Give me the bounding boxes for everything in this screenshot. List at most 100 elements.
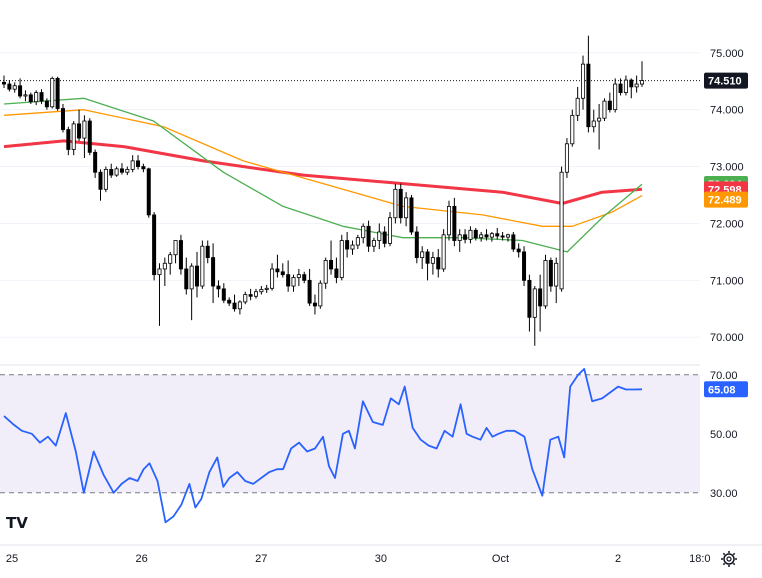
candle [189, 263, 194, 321]
rsi-badge-bg [704, 381, 748, 398]
candle [575, 86, 580, 122]
candle [12, 82, 17, 93]
candle-body [329, 260, 334, 270]
candle [398, 183, 403, 224]
candle-body [441, 234, 446, 270]
candle-body [613, 83, 618, 111]
candle-body [71, 123, 76, 150]
candle [522, 246, 527, 287]
candle-body [270, 268, 275, 289]
candle-body [232, 302, 237, 310]
candle-body [136, 160, 141, 167]
candle-body [548, 260, 553, 287]
candle [109, 163, 114, 178]
moving-average-line [3, 109, 643, 227]
candle [162, 257, 167, 287]
candle-body [484, 234, 489, 238]
candle [2, 75, 7, 89]
rsi-badge-text: 65.08 [708, 384, 736, 396]
candle [77, 109, 82, 141]
price-tick-label: 74.000 [710, 105, 744, 117]
candle [436, 249, 441, 278]
candle [216, 280, 221, 298]
candle [302, 271, 307, 284]
candle-body [200, 245, 205, 287]
candle-body [50, 77, 55, 108]
candle [286, 260, 291, 292]
candle-body [505, 234, 510, 238]
candle [146, 167, 151, 218]
candle-body [393, 188, 398, 219]
candle [55, 76, 60, 111]
candle [377, 223, 382, 250]
candle-body [623, 79, 628, 93]
candle [98, 169, 103, 201]
candle-body [468, 229, 473, 240]
candle [125, 166, 130, 176]
candle [178, 234, 183, 275]
candle-body [398, 188, 403, 219]
last-price-badge: 74.510 [704, 72, 748, 89]
candle [23, 90, 28, 102]
rsi-tick-label: 50.00 [710, 429, 738, 441]
gear-icon[interactable] [719, 549, 739, 569]
candle-body [87, 120, 92, 153]
candle-body [146, 168, 151, 216]
candle-body [355, 237, 360, 246]
ma-orange-badge-bg [704, 191, 748, 208]
x-tick-label: 30 [375, 553, 387, 565]
candle [382, 226, 387, 248]
candle [141, 163, 146, 173]
candle [511, 231, 516, 252]
candle [586, 35, 591, 133]
candle [640, 61, 645, 87]
candle [623, 75, 628, 96]
candle [323, 257, 328, 289]
x-tick-label: 27 [255, 553, 267, 565]
candle [243, 291, 248, 305]
candle [275, 254, 280, 278]
candle-body [414, 231, 419, 258]
candle-body [39, 92, 44, 102]
candle-body [366, 225, 371, 247]
candle [548, 257, 553, 292]
moving-averages [3, 97, 643, 253]
candle-body [12, 85, 17, 90]
candle [371, 237, 376, 252]
price-tick-label: 70.000 [710, 332, 744, 344]
candle [39, 89, 44, 104]
candle [634, 75, 639, 93]
candle-body [82, 120, 87, 139]
candle [7, 80, 12, 92]
candle-body [382, 231, 387, 244]
candle-body [425, 251, 430, 264]
candle [581, 55, 586, 110]
candle-body [162, 262, 167, 270]
candle [629, 78, 634, 99]
candle-body [543, 260, 548, 307]
candle-body [195, 265, 200, 287]
candle-body [420, 251, 425, 258]
candle-body [34, 92, 39, 103]
last-price-badge-text: 74.510 [708, 76, 742, 88]
candle-body [538, 288, 543, 307]
candle-body [216, 285, 221, 290]
candle-body [527, 279, 532, 318]
candle-body [119, 168, 124, 173]
rsi-badge: 65.08 [704, 381, 748, 398]
candle-body [178, 240, 183, 270]
candle-body [173, 240, 178, 256]
candle [270, 263, 275, 291]
candles [2, 35, 645, 346]
candle [457, 229, 462, 252]
candle-body [377, 231, 382, 241]
candle-body [248, 294, 253, 297]
candle [618, 78, 623, 96]
x-tick-label: 18:0 [689, 553, 710, 565]
candle-body [323, 260, 328, 284]
candle-body [312, 302, 317, 307]
candle [543, 254, 548, 309]
candle-body [130, 160, 135, 170]
